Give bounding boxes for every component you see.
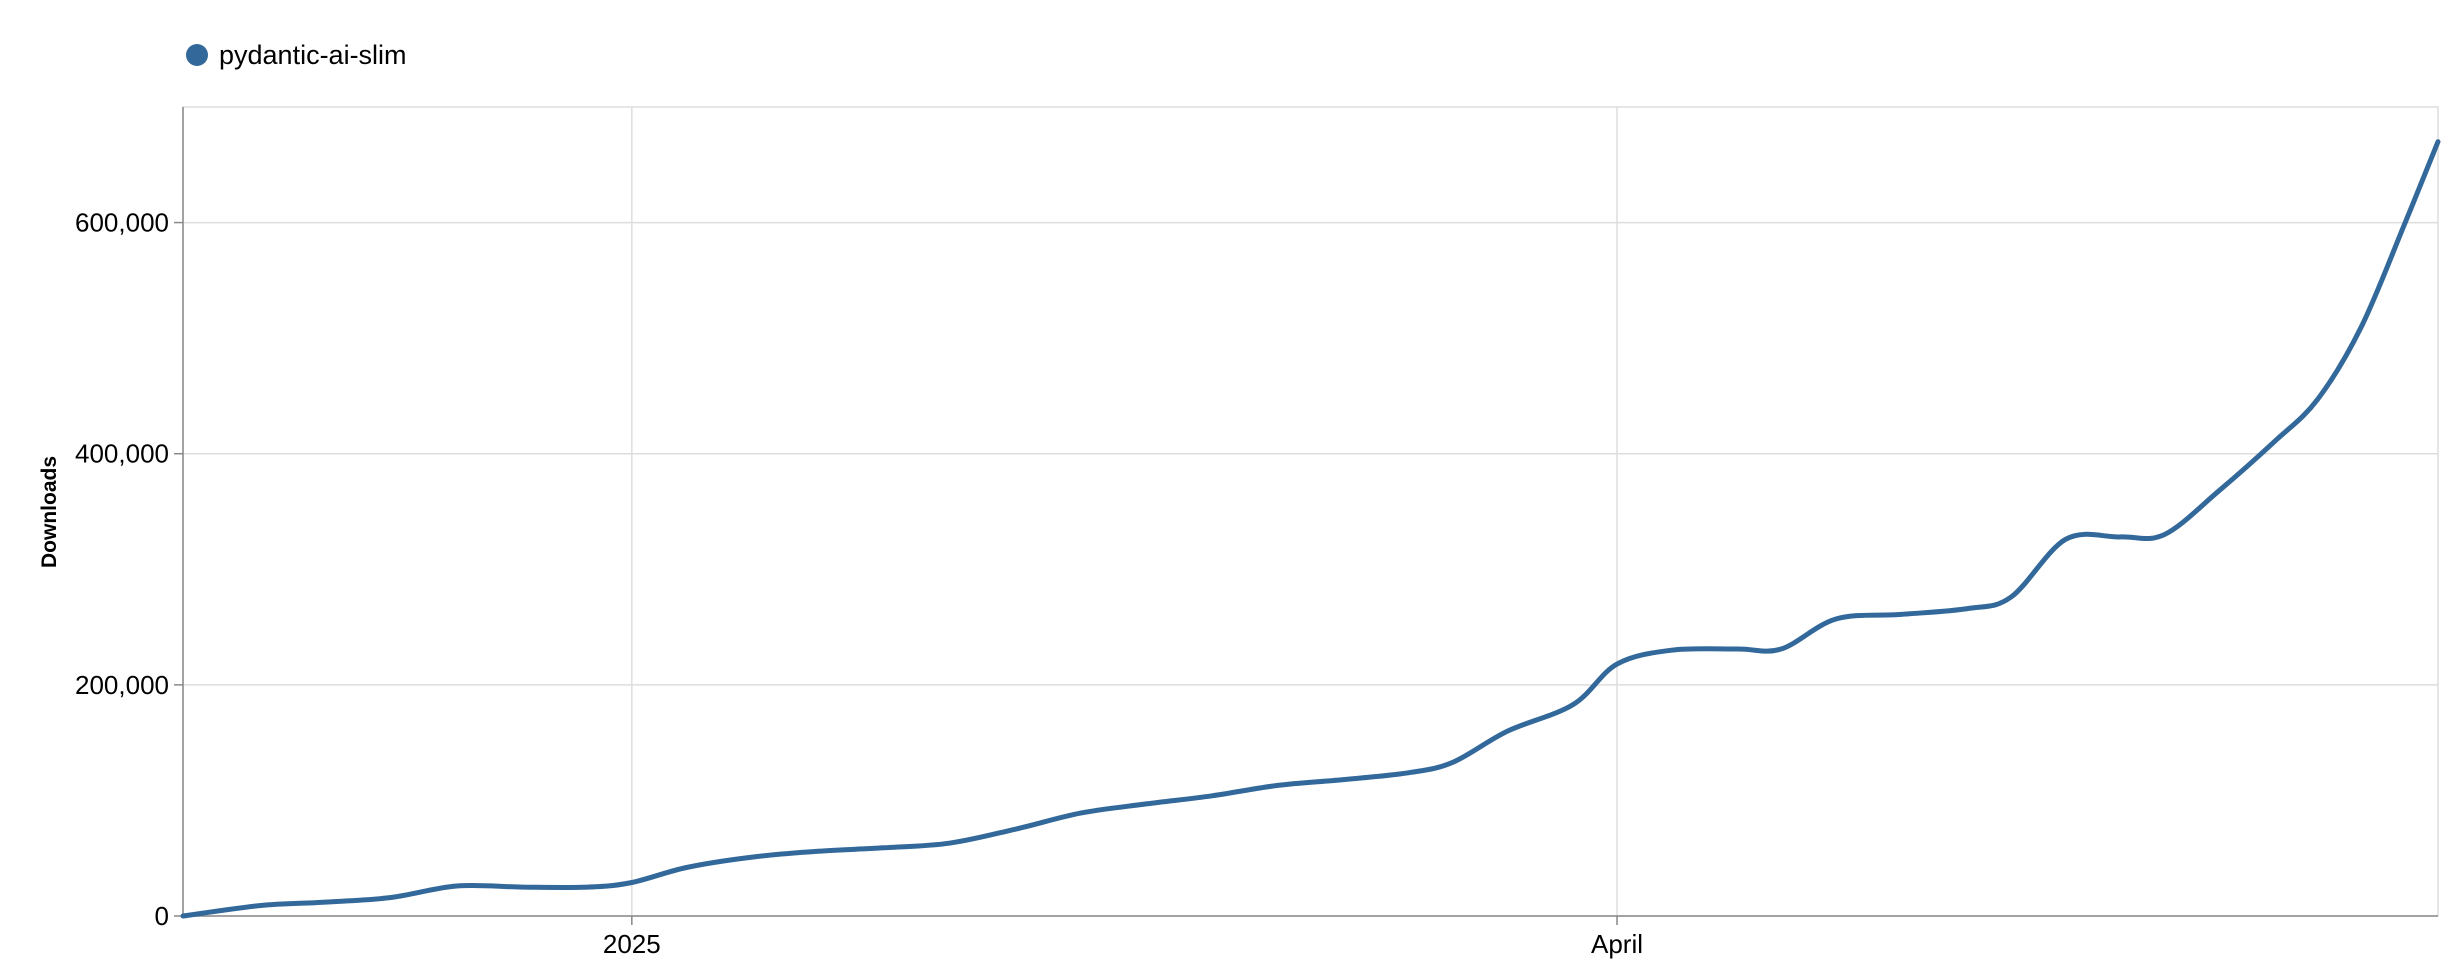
tick-labels: 0 200,000 400,000 600,000 2025 April — [75, 208, 1643, 959]
y-axis-title: Downloads — [38, 456, 61, 568]
grid-lines — [183, 107, 2438, 916]
x-tick-label: April — [1591, 929, 1643, 959]
series-line-pydantic-ai-slim — [180, 139, 2441, 919]
legend: pydantic-ai-slim — [186, 40, 407, 70]
y-tick-label: 200,000 — [75, 670, 169, 700]
plot-frame — [182, 106, 2439, 917]
y-tick-label: 600,000 — [75, 208, 169, 238]
y-tick-label: 0 — [155, 901, 169, 931]
y-tick-label: 400,000 — [75, 439, 169, 469]
series-lines — [180, 139, 2441, 919]
x-tick-label: 2025 — [603, 929, 661, 959]
axes — [174, 107, 2438, 925]
legend-label: pydantic-ai-slim — [219, 40, 407, 70]
legend-swatch — [186, 44, 208, 66]
